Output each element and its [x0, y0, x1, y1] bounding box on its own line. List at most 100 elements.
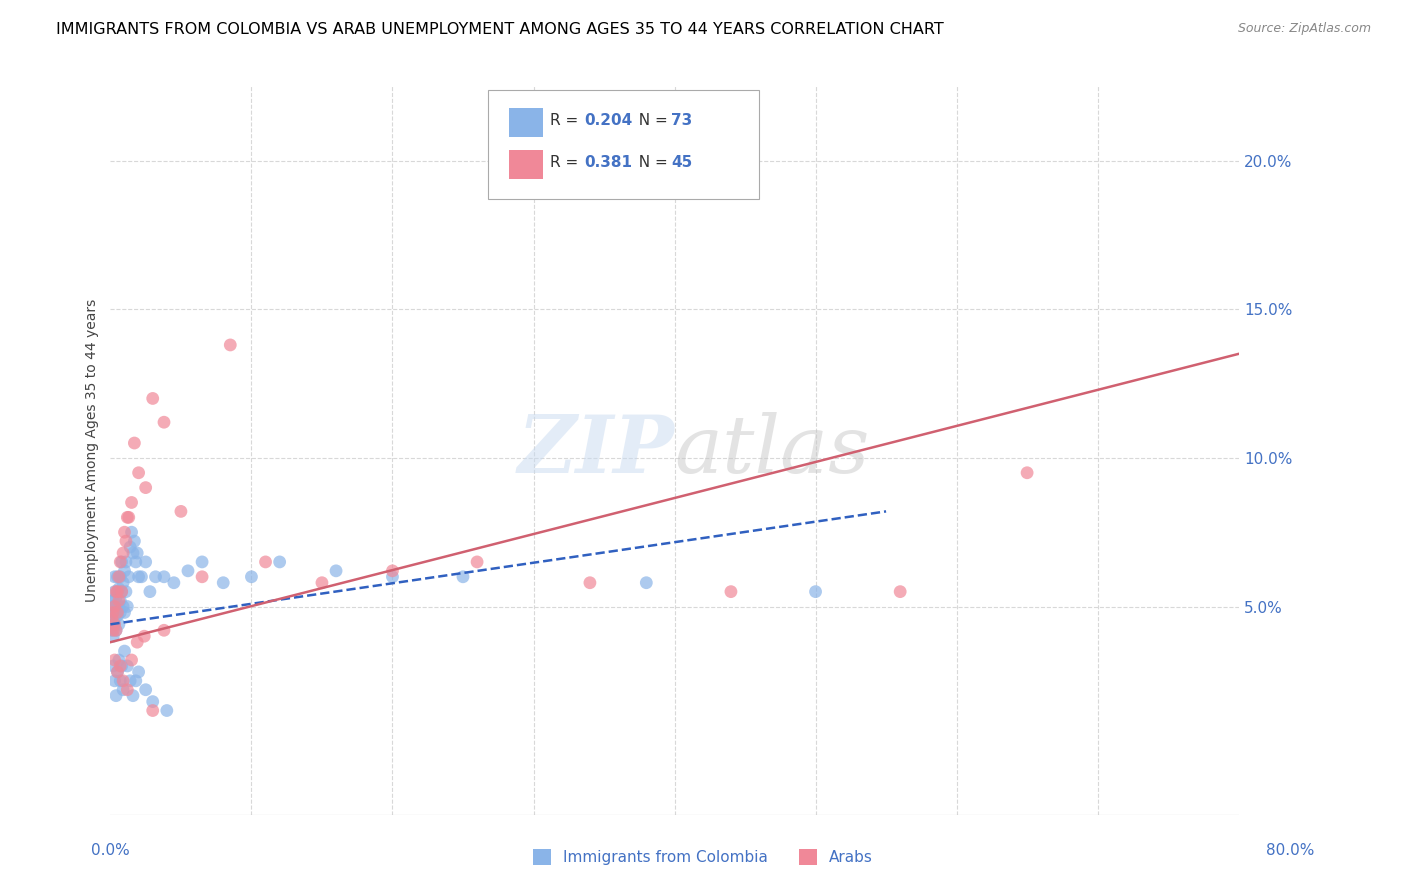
- Point: [889, 584, 911, 599]
- Point: [103, 606, 125, 620]
- Point: [103, 624, 125, 638]
- Point: [110, 659, 132, 673]
- Point: [112, 682, 135, 697]
- Point: [108, 582, 131, 596]
- Point: [114, 606, 136, 620]
- Point: [269, 555, 291, 569]
- Point: [108, 570, 131, 584]
- Text: N =: N =: [630, 155, 673, 170]
- Point: [104, 599, 127, 614]
- FancyBboxPatch shape: [488, 90, 759, 199]
- Point: [135, 682, 157, 697]
- Point: [451, 570, 474, 584]
- Point: [135, 481, 157, 495]
- Point: [112, 599, 135, 614]
- Point: [127, 635, 149, 649]
- Point: [170, 504, 193, 518]
- Point: [122, 689, 145, 703]
- Point: [103, 615, 125, 629]
- Point: [107, 606, 129, 620]
- Point: [117, 659, 139, 673]
- Point: [103, 593, 125, 607]
- Text: 45: 45: [671, 155, 692, 170]
- Point: [120, 673, 142, 688]
- Point: [121, 495, 143, 509]
- Point: [110, 570, 132, 584]
- Point: [125, 555, 148, 569]
- Point: [124, 534, 146, 549]
- Point: [128, 466, 150, 480]
- Point: [105, 606, 128, 620]
- Point: [101, 611, 124, 625]
- Point: [104, 599, 127, 614]
- Point: [101, 624, 124, 638]
- Point: [108, 617, 131, 632]
- Point: [142, 695, 165, 709]
- Point: [153, 415, 176, 429]
- Point: [108, 593, 131, 607]
- Point: [120, 540, 142, 554]
- Point: [121, 653, 143, 667]
- Point: [153, 624, 176, 638]
- Point: [107, 570, 129, 584]
- Point: [111, 584, 134, 599]
- Point: [156, 704, 179, 718]
- Point: [139, 584, 162, 599]
- Text: 80.0%: 80.0%: [1267, 843, 1315, 858]
- Point: [118, 510, 141, 524]
- Point: [117, 682, 139, 697]
- Point: [111, 584, 134, 599]
- Point: [134, 629, 156, 643]
- Point: [112, 546, 135, 560]
- Point: [107, 665, 129, 679]
- Point: [110, 555, 132, 569]
- Point: [191, 570, 214, 584]
- Point: [114, 525, 136, 540]
- Point: [219, 338, 242, 352]
- Y-axis label: Unemployment Among Ages 35 to 44 years: Unemployment Among Ages 35 to 44 years: [86, 299, 100, 602]
- Point: [110, 606, 132, 620]
- Point: [145, 570, 167, 584]
- Point: [105, 591, 128, 605]
- Point: [381, 564, 404, 578]
- Point: [579, 575, 602, 590]
- Point: [104, 617, 127, 632]
- Point: [101, 611, 124, 625]
- Point: [720, 584, 742, 599]
- Point: [104, 570, 127, 584]
- Point: [131, 570, 153, 584]
- Text: Source: ZipAtlas.com: Source: ZipAtlas.com: [1237, 22, 1371, 36]
- Point: [115, 534, 138, 549]
- Point: [107, 608, 129, 623]
- Point: [177, 564, 200, 578]
- Point: [117, 599, 139, 614]
- Text: R =: R =: [550, 113, 583, 128]
- Point: [111, 659, 134, 673]
- Point: [105, 584, 128, 599]
- Text: ZIP: ZIP: [517, 412, 675, 489]
- Point: [115, 584, 138, 599]
- Point: [115, 555, 138, 569]
- Point: [108, 653, 131, 667]
- Point: [104, 617, 127, 632]
- Point: [105, 689, 128, 703]
- Point: [142, 704, 165, 718]
- Text: 0.381: 0.381: [585, 155, 633, 170]
- Point: [105, 624, 128, 638]
- Point: [325, 564, 347, 578]
- Text: R =: R =: [550, 155, 583, 170]
- Point: [191, 555, 214, 569]
- Point: [311, 575, 333, 590]
- Point: [103, 629, 125, 643]
- Point: [1017, 466, 1039, 480]
- Point: [465, 555, 488, 569]
- Point: [135, 555, 157, 569]
- Point: [103, 659, 125, 673]
- Point: [117, 510, 139, 524]
- Point: [111, 555, 134, 569]
- Point: [114, 644, 136, 658]
- Point: [107, 584, 129, 599]
- Point: [128, 570, 150, 584]
- Point: [128, 665, 150, 679]
- Point: [636, 575, 658, 590]
